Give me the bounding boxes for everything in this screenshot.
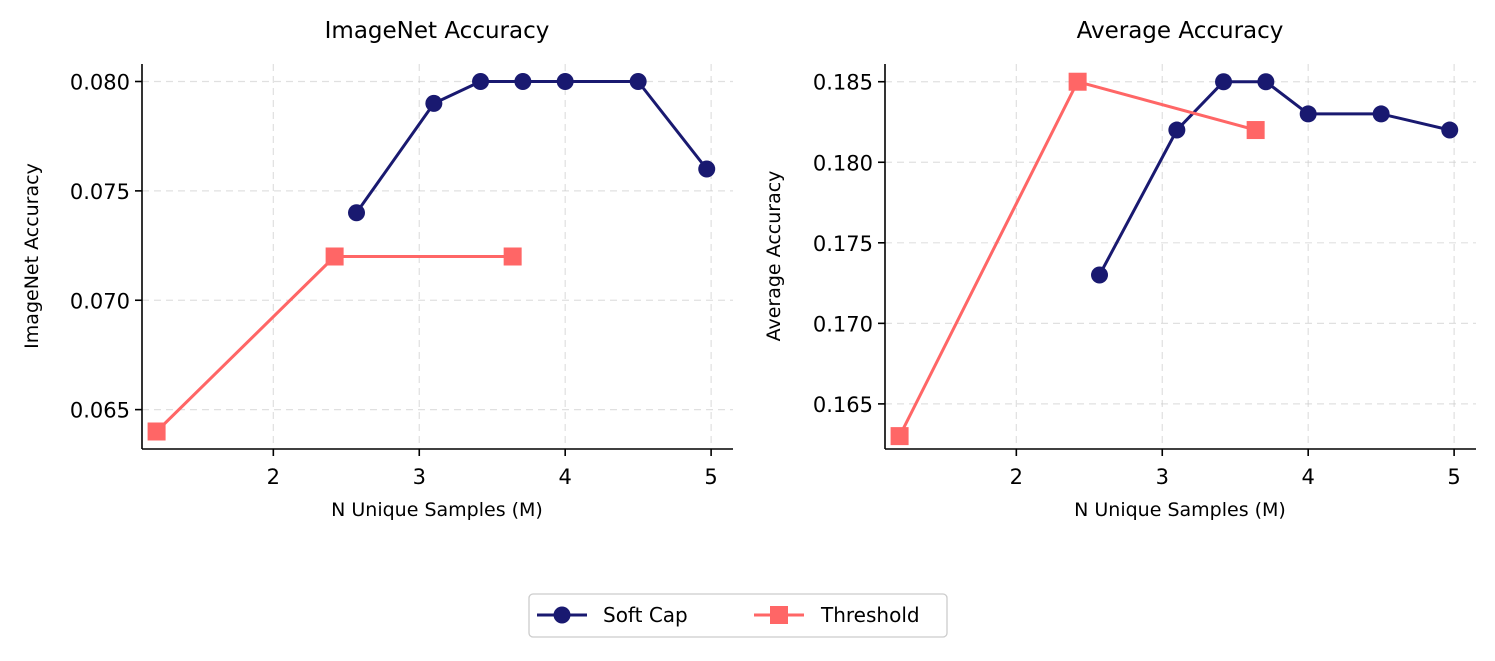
soft-cap-point — [348, 204, 366, 222]
threshold-point — [147, 422, 166, 441]
ticks: 2 3 4 5 0.065 0.070 0.075 0.080 — [70, 71, 718, 490]
y-tick-label: 0.075 — [70, 180, 130, 204]
y-axis-label: ImageNet Accuracy — [21, 163, 43, 349]
chart-title: ImageNet Accuracy — [325, 18, 550, 44]
ticks: 2 3 4 5 0.165 0.170 0.175 0.180 0.185 — [813, 71, 1461, 489]
threshold-point — [1246, 121, 1265, 140]
legend-label: Threshold — [820, 603, 920, 627]
soft-cap-point — [1441, 121, 1459, 139]
x-tick-label: 5 — [704, 465, 717, 489]
legend-entry-soft-cap: Soft Cap — [537, 603, 688, 627]
soft-cap-series-line — [1098, 80, 1452, 277]
threshold-point — [890, 427, 909, 446]
average-accuracy-chart: Average Accuracy 2 3 4 5 0.165 0.170 0.175 0.18… — [763, 18, 1476, 521]
legend-label: Soft Cap — [603, 603, 688, 627]
soft-cap-point — [472, 73, 490, 90]
x-tick-label: 4 — [558, 465, 571, 489]
x-axis-label: N Unique Samples (M) — [1074, 499, 1286, 521]
chart-title: Average Accuracy — [1077, 18, 1284, 44]
soft-cap-point — [1257, 73, 1275, 91]
soft-cap-point — [514, 73, 532, 90]
x-tick-label: 2 — [267, 465, 280, 489]
soft-cap-point — [1299, 105, 1317, 123]
soft-cap-point — [1168, 121, 1186, 139]
series-layer — [147, 73, 716, 441]
soft-cap-point — [1091, 266, 1109, 284]
y-tick-label: 0.070 — [70, 289, 130, 313]
legend: Soft Cap Threshold — [528, 593, 948, 638]
x-axis-label: N Unique Samples (M) — [331, 499, 543, 521]
soft-cap-point — [1372, 105, 1390, 123]
y-tick-label: 0.170 — [813, 312, 873, 336]
soft-cap-point — [629, 73, 647, 90]
threshold-point — [1068, 72, 1087, 91]
imagenet-accuracy-chart: ImageNet Accuracy 2 3 4 5 0.065 0.070 0.075 0.0… — [21, 18, 733, 521]
soft-cap-point — [425, 94, 443, 112]
y-tick-label: 0.080 — [70, 71, 130, 95]
y-tick-label: 0.185 — [813, 71, 873, 95]
y-tick-label: 0.165 — [813, 393, 873, 417]
threshold-point — [325, 247, 344, 266]
y-tick-label: 0.065 — [70, 399, 130, 423]
threshold-series-line — [155, 255, 515, 433]
y-tick-label: 0.175 — [813, 232, 873, 256]
legend-frame — [528, 593, 948, 638]
y-axis-label: Average Accuracy — [763, 171, 785, 342]
x-tick-label: 3 — [1156, 465, 1169, 489]
soft-cap-series-line — [355, 80, 709, 215]
x-tick-label: 2 — [1010, 465, 1023, 489]
legend-entry-threshold: Threshold — [754, 603, 920, 627]
x-tick-label: 5 — [1447, 465, 1460, 489]
soft-cap-point — [698, 160, 716, 178]
x-tick-label: 3 — [413, 465, 426, 489]
gridlines — [885, 64, 1476, 449]
threshold-point — [503, 247, 522, 266]
legend-soft-cap-marker — [553, 606, 571, 624]
soft-cap-point — [1215, 73, 1233, 91]
threshold-series-line — [898, 80, 1258, 438]
series-layer — [890, 72, 1459, 446]
legend-threshold-marker — [770, 606, 788, 624]
x-tick-label: 4 — [1301, 465, 1314, 489]
y-tick-label: 0.180 — [813, 151, 873, 175]
soft-cap-point — [556, 73, 574, 90]
